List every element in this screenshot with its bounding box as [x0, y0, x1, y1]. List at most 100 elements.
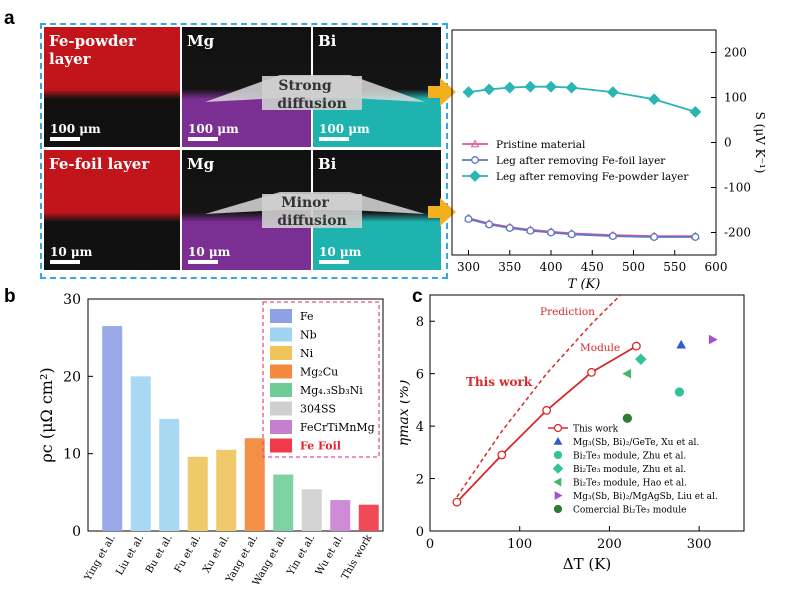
bar [216, 449, 237, 531]
bar [130, 376, 151, 531]
legend-swatch [270, 438, 292, 453]
data-point [553, 450, 563, 460]
data-point [553, 477, 562, 487]
data-point [553, 436, 563, 445]
micrograph-tile: Fe-foil layer 10 μm [44, 150, 180, 270]
micrograph-label: Bi [318, 32, 337, 50]
bar [273, 474, 294, 531]
data-point [464, 215, 473, 223]
data-point [553, 423, 563, 433]
data-point [606, 86, 619, 99]
data-point [469, 170, 481, 182]
bar [102, 326, 123, 531]
x-tick-label: 500 [622, 260, 645, 274]
y-tick-label: 0 [416, 525, 424, 540]
minor-diffusion-box [262, 194, 362, 228]
data-point [622, 413, 633, 423]
data-point [631, 341, 641, 351]
data-point [676, 339, 687, 349]
data-point [485, 220, 494, 229]
x-tick-label: 200 [597, 537, 622, 552]
scale-bar-label: 100 μm [50, 122, 101, 136]
legend-swatch [270, 364, 292, 379]
legend: Pristine material Leg after removing Fe-f… [462, 139, 689, 183]
legend-label: Bi₂Te₃ module, Hao et al. [573, 479, 687, 489]
data-point [452, 497, 462, 507]
legend-label: This work [573, 425, 619, 435]
data-point [542, 405, 552, 415]
legend-swatch [270, 383, 292, 397]
x-tick-label: 400 [540, 260, 563, 274]
x-tick-label: Ying et al. [82, 533, 118, 584]
bar [358, 504, 379, 531]
module-annotation: Module [580, 342, 620, 354]
legend: This work Mg₃(Sb, Bi)₂/GeTe, Xu et al. Bi₂… [548, 423, 718, 516]
micrograph-label: Fe-foil layer [49, 155, 150, 173]
panel-label-a: a [4, 8, 15, 29]
this-work-series [452, 341, 641, 507]
scale-bar: 100 μm [188, 122, 239, 141]
legend-label: 304SS [300, 403, 336, 416]
y-tick-label: 0 [724, 136, 732, 150]
data-point [567, 230, 576, 239]
legend-label: Pristine material [496, 139, 586, 151]
micrograph-label: Bi [318, 155, 337, 173]
x-tick-label: 300 [457, 260, 480, 274]
bar [244, 438, 265, 531]
scale-bar-label: 10 μm [50, 245, 93, 259]
x-tick-label: Liu et al. [114, 533, 146, 577]
data-point [554, 491, 563, 500]
y-tick-label: 100 [724, 91, 747, 105]
data-point [650, 233, 659, 241]
y-tick-label: 2 [416, 473, 424, 488]
legend: Fe Nb Ni Mg₂Cu Mg₄.₃Sb₃Ni 304SS FeCrTiMnMg Fe F… [262, 301, 380, 458]
series-line [468, 85, 696, 113]
legend-label: Mg₄.₃Sb₃Ni [300, 384, 363, 397]
bar [330, 500, 351, 531]
data-point [503, 81, 516, 94]
legend-swatch [270, 420, 292, 434]
data-point [470, 139, 480, 148]
arrow-icon [428, 198, 456, 226]
data-point [505, 224, 514, 232]
plot-frame [429, 294, 745, 532]
micrograph-label: Fe-powder layer [49, 32, 136, 68]
legend-label: Leg after removing Fe-powder layer [496, 171, 689, 183]
legend-swatch [270, 346, 292, 360]
y-tick-label: -100 [724, 181, 751, 195]
scale-bar-label: 100 μm [319, 122, 370, 136]
data-point [497, 450, 507, 460]
y-tick-label: 20 [63, 369, 81, 385]
legend-label: Mg₃(Sb, Bi)₂/GeTe, Xu et al. [573, 437, 699, 448]
x-tick-label: Xu et al. [201, 533, 232, 575]
legend-label: Bi₂Te₃ module, Zhu et al. [573, 452, 686, 462]
data-point [545, 80, 557, 93]
micrograph-tile: Fe-powder layer 100 μm [44, 27, 180, 147]
legend-label: Ni [300, 347, 314, 360]
y-tick-label: 200 [724, 46, 747, 60]
y-tick-label: 10 [63, 447, 81, 463]
arrow-icon [428, 78, 456, 106]
legend-swatch [270, 327, 292, 342]
series-3 [462, 80, 702, 118]
scale-bar-label: 100 μm [188, 122, 239, 136]
legend-label: Mg₂Cu [300, 366, 338, 379]
minor-diffusion-label-2: diffusion [277, 213, 347, 229]
bar [301, 489, 322, 531]
x-tick-label: 600 [705, 260, 728, 274]
panel-label-b: b [4, 286, 16, 307]
strong-diffusion-label-2: diffusion [277, 96, 347, 112]
strong-diffusion-label-1: Strong [278, 78, 331, 94]
y-axis-label: ηmax (%) [400, 380, 412, 447]
x-tick-label: 550 [663, 260, 686, 274]
scale-bar: 100 μm [319, 122, 370, 141]
legend-label: Fe Foil [300, 440, 341, 453]
legend-label: Comercial Bi₂Te₃ module [573, 506, 686, 516]
prediction-annotation: Prediction [540, 306, 595, 318]
data-point [648, 93, 661, 106]
scale-bar: 100 μm [50, 122, 101, 141]
legend-label: FeCrTiMnMg [300, 421, 375, 434]
x-tick-label: Yin et al. [285, 533, 317, 578]
x-tick-label: Bu et al. [144, 533, 175, 575]
data-point [483, 83, 496, 96]
